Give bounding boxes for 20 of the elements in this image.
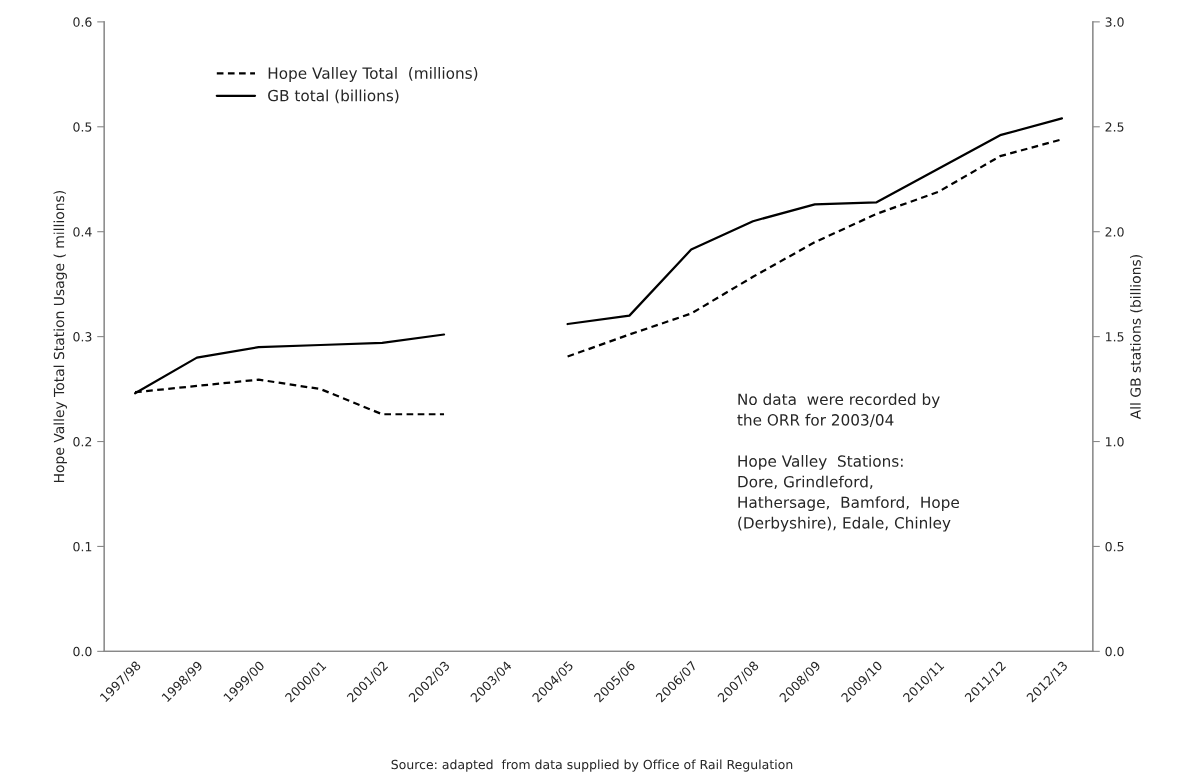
y-tick-label: 0.6: [73, 17, 92, 27]
y-tick-label: 0.5: [73, 122, 92, 132]
y2-tick-label: 0.0: [1105, 646, 1124, 657]
y2-tick-label: 1.0: [1106, 437, 1124, 447]
y-axis-title: Hope Valley Total Station Usage ( millions): [53, 190, 67, 483]
y-tick-label: 0.1: [73, 541, 92, 552]
y-tick-label: 0.2: [73, 437, 92, 447]
y2-tick-label: 1.5: [1106, 332, 1124, 342]
y-tick-label: 0.0: [73, 646, 92, 657]
y2-tick-label: 2.5: [1105, 122, 1124, 132]
text: No data were recorded by the ORR for 2003/04 Hope Valley Stations: Dore, Grindleford, Hathersage, Bamford, Hope (Derbyshire), Edale, Chinley: [737, 393, 959, 532]
y2-tick-label: 2.0: [1105, 227, 1124, 237]
source-note: Source: adapted from data supplied by Office of Rail Regulation: [391, 759, 793, 772]
legend-label: Hope Valley Total (millions): [268, 67, 478, 82]
y2-axis-title: All GB stations (billions): [1130, 255, 1143, 420]
y2-tick-label: 3.0: [1105, 17, 1124, 27]
y-tick-label: 0.3: [73, 332, 92, 342]
y-tick-label: 0.4: [73, 227, 92, 237]
legend-label: GB total (billions): [268, 89, 399, 104]
y2-tick-label: 0.5: [1105, 541, 1124, 552]
